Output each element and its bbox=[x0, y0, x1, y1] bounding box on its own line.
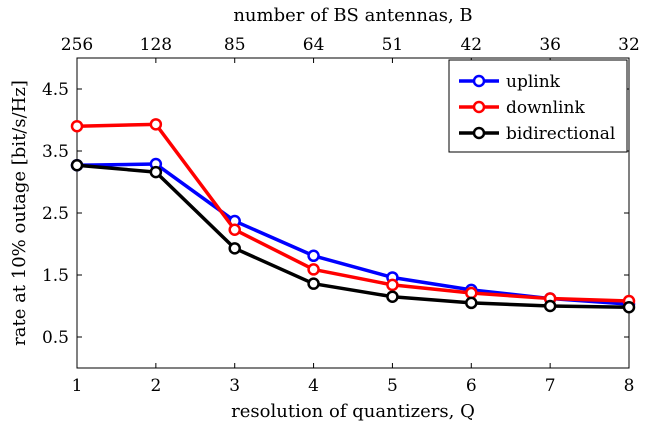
top-x-tick-label: 128 bbox=[140, 35, 172, 55]
data-point-bidirectional bbox=[149, 165, 163, 179]
data-point-bidirectional bbox=[386, 290, 399, 303]
data-point-downlink bbox=[70, 119, 84, 133]
series-downlink bbox=[70, 118, 636, 308]
legend-label: uplink bbox=[506, 72, 561, 92]
top-x-tick-label: 64 bbox=[303, 35, 325, 55]
series-line-uplink bbox=[76, 162, 630, 306]
data-point-downlink bbox=[465, 286, 478, 300]
series-line-bidirectional bbox=[76, 163, 630, 309]
x-tick-label: 6 bbox=[466, 376, 477, 396]
data-point-bidirectional bbox=[70, 159, 84, 172]
legend-label: bidirectional bbox=[506, 124, 615, 144]
data-point-bidirectional bbox=[622, 300, 636, 314]
y-tick-label: 1.5 bbox=[42, 266, 69, 286]
series-bidirectional bbox=[70, 159, 636, 314]
series-line-downlink bbox=[76, 122, 630, 303]
top-x-tick-label: 51 bbox=[382, 35, 404, 55]
data-point-uplink bbox=[307, 249, 320, 263]
legend-entry-bidirectional: bidirectional bbox=[459, 124, 615, 144]
x-tick-label: 3 bbox=[229, 376, 240, 396]
axis-tick-labels: 1 256 2 128 3 85 4 64 5 51 6 42 7 36 8 32 0.5 1.5 2.5 3.5 4.… bbox=[42, 35, 640, 396]
data-point-downlink bbox=[149, 118, 163, 131]
legend: uplink downlink bidirectional bbox=[448, 59, 628, 153]
x-tick-label: 8 bbox=[624, 376, 635, 396]
top-x-axis-label: number of BS antennas, B bbox=[233, 5, 472, 26]
y-axis-label: rate at 10% outage [bit/s/Hz] bbox=[9, 80, 30, 346]
top-x-tick-label: 42 bbox=[460, 35, 482, 55]
x-axis-label: resolution of quantizers, Q bbox=[231, 401, 475, 422]
series-uplink bbox=[70, 157, 636, 311]
data-point-bidirectional bbox=[228, 242, 241, 255]
x-tick-label: 7 bbox=[545, 376, 556, 396]
legend-label: downlink bbox=[506, 98, 585, 118]
top-x-tick-label: 85 bbox=[224, 35, 246, 55]
series-layer bbox=[70, 118, 636, 314]
x-tick-label: 4 bbox=[308, 376, 319, 396]
x-tick-label: 1 bbox=[72, 376, 83, 396]
top-x-tick-label: 256 bbox=[61, 35, 93, 55]
data-point-downlink bbox=[228, 223, 241, 236]
legend-swatch-marker bbox=[472, 126, 486, 140]
legend-entry-downlink: downlink bbox=[459, 98, 585, 118]
data-point-bidirectional bbox=[465, 296, 478, 310]
y-tick-label: 2.5 bbox=[42, 204, 69, 224]
top-x-tick-label: 32 bbox=[618, 35, 640, 55]
x-tick-label: 5 bbox=[387, 376, 398, 396]
data-point-bidirectional bbox=[543, 299, 557, 313]
y-tick-label: 4.5 bbox=[42, 80, 69, 100]
y-tick-label: 0.5 bbox=[42, 328, 69, 348]
legend-swatch-marker bbox=[472, 74, 486, 88]
top-x-tick-label: 36 bbox=[539, 35, 561, 55]
legend-entries: uplink downlink bidirectional bbox=[459, 72, 615, 144]
legend-entry-uplink: uplink bbox=[459, 72, 561, 92]
x-tick-label: 2 bbox=[150, 376, 161, 396]
legend-swatch-marker bbox=[472, 100, 486, 114]
data-point-downlink bbox=[386, 278, 399, 292]
axis-ticks bbox=[76, 58, 630, 368]
data-point-downlink bbox=[307, 263, 320, 276]
data-point-bidirectional bbox=[307, 277, 320, 290]
y-tick-label: 3.5 bbox=[42, 142, 69, 162]
